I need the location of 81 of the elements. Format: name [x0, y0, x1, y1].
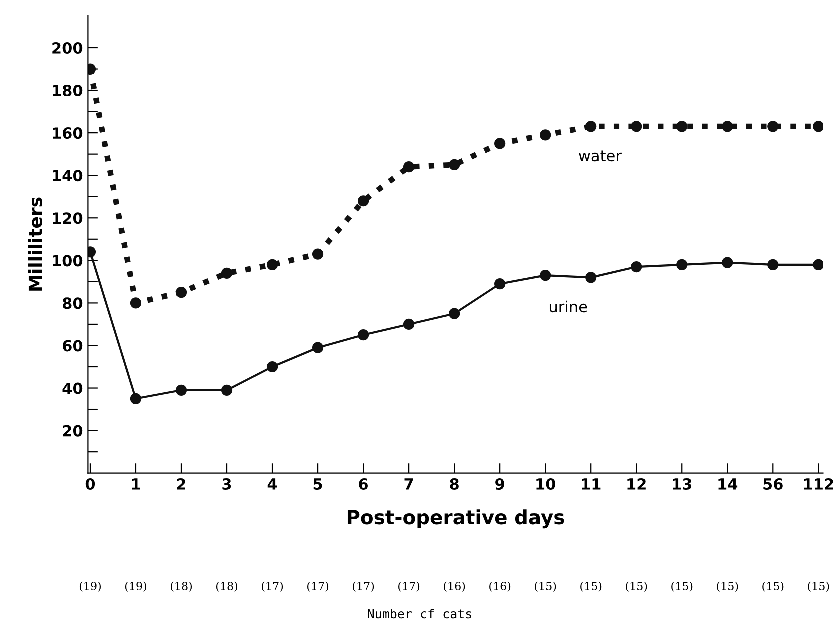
x-tick-label: 5 [314, 478, 322, 490]
x-tick-label: 7 [404, 478, 414, 490]
point [722, 257, 734, 268]
y-axis-title: Milliliters [28, 198, 42, 291]
text: (18) [170, 582, 192, 592]
text: (17) [308, 582, 329, 592]
point [540, 130, 552, 141]
text: (19) [80, 582, 101, 592]
x-tick-label: 11 [582, 478, 601, 490]
text: (16) [490, 582, 511, 592]
point [130, 298, 142, 309]
point [676, 259, 688, 270]
x-tick-label: 8 [450, 478, 459, 490]
y-tick-label: 120 [53, 212, 83, 224]
x-tick-label: 9 [496, 478, 504, 490]
point [449, 308, 460, 320]
x-tick-label: 6 [359, 478, 368, 490]
point [494, 138, 506, 150]
point [631, 261, 642, 273]
text: (19) [125, 582, 147, 592]
point [768, 121, 779, 132]
text: (15) [580, 582, 602, 592]
y-tick-label: 80 [63, 298, 83, 310]
point [221, 268, 233, 279]
y-tick-label: 140 [53, 170, 83, 182]
text: (17) [398, 582, 420, 592]
point [312, 248, 324, 260]
point [403, 162, 415, 173]
point [176, 287, 188, 298]
point [813, 121, 824, 132]
point [586, 121, 597, 132]
point [768, 259, 779, 270]
point [631, 121, 642, 132]
y-tick-label: 60 [63, 340, 83, 352]
point [586, 272, 597, 284]
x-tick-label: 13 [673, 478, 692, 490]
text: (16) [444, 582, 466, 592]
point [403, 318, 415, 330]
text: (17) [262, 582, 284, 592]
y-tick-label: 40 [62, 382, 83, 394]
x-axis-title: Post-operative days [348, 510, 564, 529]
text: (15) [535, 582, 556, 592]
point [130, 393, 142, 404]
x-tick-label: 56 [764, 478, 783, 490]
y-tick-label: 160 [53, 128, 83, 140]
x-tick-label: 12 [628, 478, 646, 490]
y-tick-label: 180 [53, 85, 83, 97]
point [266, 361, 278, 373]
x-tick-label: 4 [268, 478, 278, 490]
point [312, 342, 324, 354]
text: (18) [216, 582, 238, 592]
x-tick-label: 14 [718, 478, 738, 490]
point [540, 270, 552, 282]
x-tick-label: 1 [132, 478, 140, 490]
point [494, 278, 506, 290]
point [449, 159, 460, 171]
point [176, 384, 188, 396]
series-label: water [579, 150, 622, 162]
x-tick-label: 112 [804, 478, 834, 490]
y-tick-label: 100 [53, 255, 83, 267]
point [676, 121, 688, 132]
text: (15) [808, 582, 830, 592]
text: (15) [626, 582, 648, 592]
point [813, 259, 824, 270]
point [722, 121, 734, 132]
text: Number cf cats [368, 609, 472, 619]
x-tick-label: 3 [222, 478, 232, 490]
series-label: urine [550, 300, 588, 313]
text: (15) [672, 582, 693, 592]
point [358, 196, 370, 207]
y-tick-label: 200 [52, 42, 83, 54]
x-tick-label: 2 [177, 478, 186, 490]
text: (17) [353, 582, 374, 592]
text: (15) [717, 582, 738, 592]
x-tick-label: 10 [536, 478, 556, 490]
point [358, 330, 370, 341]
y-tick-label: 20 [63, 425, 83, 437]
text: (15) [762, 582, 784, 592]
point [266, 259, 278, 270]
x-tick-label: 0 [86, 478, 96, 490]
point [221, 384, 233, 396]
